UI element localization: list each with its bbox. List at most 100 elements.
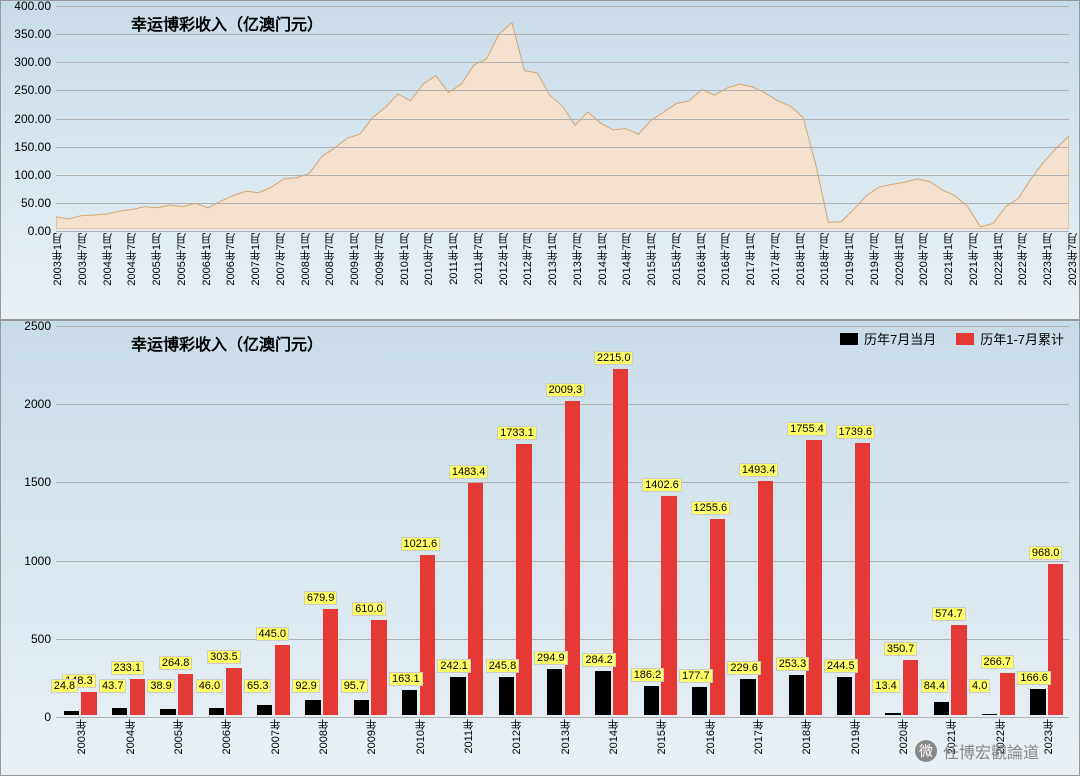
y-tick: 50.00	[21, 196, 51, 210]
data-label-cumulative: 264.8	[159, 656, 193, 670]
x-tick: 2018年1月	[793, 233, 809, 286]
gridline	[56, 203, 1069, 204]
data-label-cumulative: 968.0	[1029, 546, 1063, 560]
data-label-july: 186.2	[631, 668, 665, 682]
x-tick: 2005年7月	[174, 233, 190, 286]
x-tick: 2014年7月	[619, 233, 635, 286]
data-label-cumulative: 303.5	[207, 650, 241, 664]
legend-swatch-red	[956, 333, 974, 345]
y-tick: 0.00	[28, 224, 51, 238]
gridline	[56, 175, 1069, 176]
top-chart-title: 幸运博彩收入（亿澳门元）	[131, 11, 323, 35]
data-label-cumulative: 610.0	[352, 602, 386, 616]
legend-item-july: 历年7月当月	[840, 329, 936, 348]
bar-cumulative	[1000, 673, 1015, 715]
bar-cumulative	[420, 555, 435, 715]
legend-label-july: 历年7月当月	[864, 329, 936, 348]
bar-july	[112, 708, 127, 715]
data-label-july: 46.0	[196, 679, 223, 693]
gridline	[56, 561, 1069, 562]
x-tick: 2007年1月	[248, 233, 264, 286]
gridline	[56, 6, 1069, 7]
wechat-icon: 微	[915, 740, 937, 762]
top-x-axis: 2003年1月2003年7月2004年1月2004年7月2005年1月2005年…	[56, 231, 1069, 319]
x-tick: 2009年1月	[347, 233, 363, 286]
bar-cumulative	[710, 519, 725, 715]
bar-july	[160, 709, 175, 715]
bar-cumulative	[951, 625, 966, 715]
x-tick: 2009年7月	[372, 233, 388, 286]
data-label-july: 92.9	[292, 679, 319, 693]
x-tick: 2017年	[751, 719, 767, 754]
x-tick: 2012年1月	[496, 233, 512, 286]
bar-july	[499, 677, 514, 715]
data-label-july: 177.7	[679, 669, 713, 683]
y-tick: 250.00	[14, 83, 51, 97]
y-tick: 300.00	[14, 55, 51, 69]
bar-cumulative	[855, 443, 870, 715]
data-label-cumulative: 1493.4	[739, 463, 779, 477]
bar-cumulative	[275, 645, 290, 715]
data-label-july: 4.0	[969, 679, 990, 693]
bar-cumulative	[178, 674, 193, 715]
bar-july	[305, 700, 320, 715]
legend-label-cumu: 历年1-7月累计	[980, 329, 1064, 348]
data-label-july: 84.4	[921, 679, 948, 693]
x-tick: 2006年7月	[223, 233, 239, 286]
data-label-cumulative: 266.7	[981, 655, 1015, 669]
x-tick: 2013年	[558, 719, 574, 754]
gridline	[56, 326, 1069, 327]
data-label-july: 229.6	[727, 661, 761, 675]
data-label-july: 242.1	[437, 659, 471, 673]
data-label-cumulative: 1483.4	[449, 465, 489, 479]
x-tick: 2012年7月	[520, 233, 536, 286]
x-tick: 2016年1月	[694, 233, 710, 286]
bar-cumulative	[516, 444, 531, 715]
data-label-july: 284.2	[582, 653, 616, 667]
x-tick: 2010年	[413, 719, 429, 754]
data-label-cumulative: 1755.4	[787, 422, 827, 436]
bar-cumulative	[903, 660, 918, 715]
x-tick: 2021年7月	[966, 233, 982, 286]
x-tick: 2003年	[74, 719, 90, 754]
bar-cumulative	[565, 401, 580, 715]
gridline	[56, 119, 1069, 120]
x-tick: 2004年7月	[124, 233, 140, 286]
gridline	[56, 639, 1069, 640]
bar-july	[837, 677, 852, 715]
y-tick: 350.00	[14, 27, 51, 41]
x-tick: 2018年	[799, 719, 815, 754]
bar-july	[354, 700, 369, 715]
data-label-cumulative: 233.1	[111, 661, 145, 675]
x-tick: 2018年7月	[817, 233, 833, 286]
x-tick: 2019年1月	[842, 233, 858, 286]
bar-july	[402, 690, 417, 716]
x-tick: 2019年7月	[867, 233, 883, 286]
data-label-cumulative: 574.7	[932, 607, 966, 621]
bottom-plot-area: 148.324.8233.143.7264.838.9303.546.0445.…	[56, 326, 1069, 715]
x-tick: 2006年	[219, 719, 235, 754]
bar-july	[982, 714, 997, 715]
top-plot-area	[56, 6, 1069, 229]
legend: 历年7月当月 历年1-7月累计	[840, 329, 1064, 348]
data-label-cumulative: 1402.6	[642, 478, 682, 492]
data-label-cumulative: 1021.6	[401, 537, 441, 551]
data-label-cumulative: 1739.6	[836, 425, 876, 439]
data-label-july: 43.7	[99, 679, 126, 693]
legend-item-cumu: 历年1-7月累计	[956, 329, 1064, 348]
bottom-bar-chart: 幸运博彩收入（亿澳门元） 历年7月当月 历年1-7月累计 05001000150…	[0, 320, 1080, 776]
data-label-cumulative: 2215.0	[594, 351, 634, 365]
bar-cumulative	[758, 481, 773, 715]
top-area-chart: 幸运博彩收入（亿澳门元） 0.0050.00100.00150.00200.00…	[0, 0, 1080, 320]
x-tick: 2017年7月	[768, 233, 784, 286]
bar-july	[547, 669, 562, 715]
x-tick: 2017年1月	[743, 233, 759, 286]
x-tick: 2014年	[606, 719, 622, 754]
x-tick: 2022年7月	[1015, 233, 1031, 286]
gridline	[56, 62, 1069, 63]
data-label-cumulative: 445.0	[256, 627, 290, 641]
y-tick: 400.00	[14, 0, 51, 13]
gridline	[56, 90, 1069, 91]
bar-july	[209, 708, 224, 715]
x-tick: 2022年1月	[991, 233, 1007, 286]
